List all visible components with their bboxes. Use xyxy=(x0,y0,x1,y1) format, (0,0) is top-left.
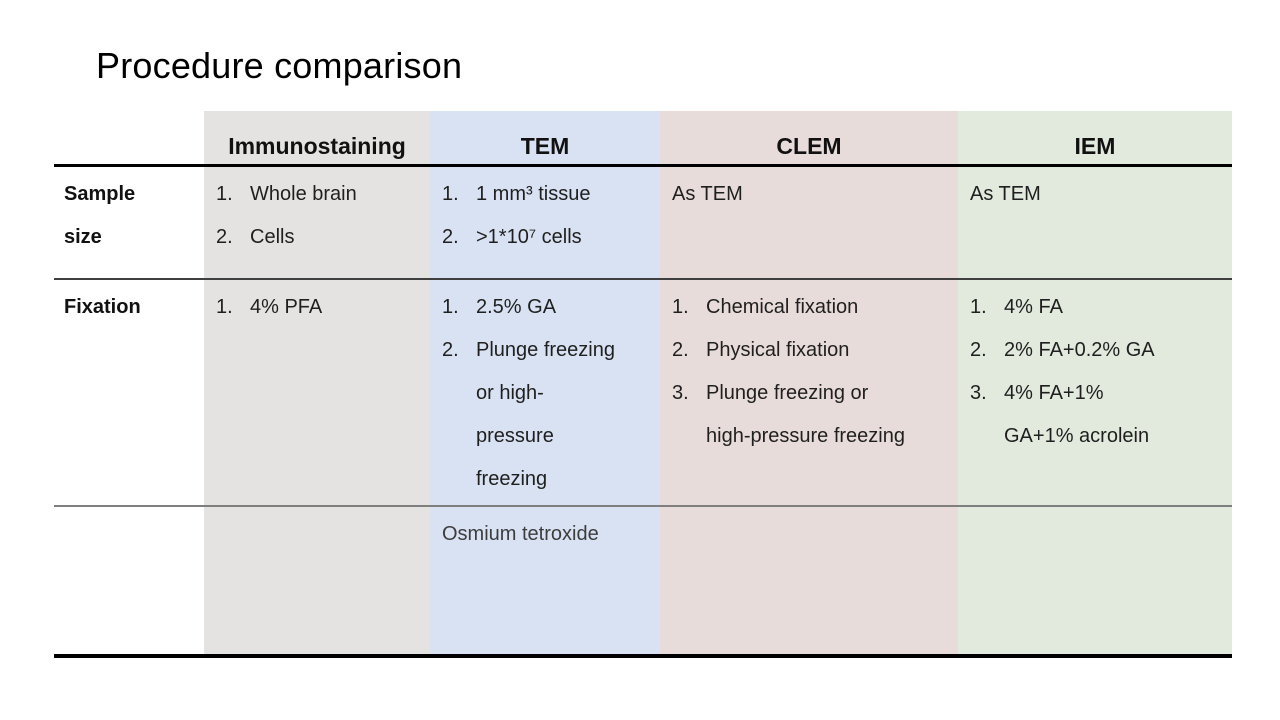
list-item: 3. 4% FA+1% GA+1% acrolein xyxy=(958,372,1226,458)
cell-fixation-iem: 1. 4% FA 2. 2% FA+0.2% GA 3. 4% FA+1% GA+1% a… xyxy=(958,280,1232,507)
header-cell-empty xyxy=(54,111,204,167)
list-item: 2. Physical fixation xyxy=(660,329,952,372)
list-item-number: 1. xyxy=(216,183,233,205)
row-label-sample-size: Sample size xyxy=(54,167,204,280)
list-item: 1. Chemical fixation xyxy=(660,286,952,329)
list-item-text: 4% FA xyxy=(1004,296,1063,318)
cell-osmium-immunostaining xyxy=(204,507,430,658)
cell-sample-size-iem: As TEM xyxy=(958,167,1232,280)
header-cell-clem: CLEM xyxy=(660,111,958,167)
list-item-text: 1 mm³ tissue xyxy=(476,183,591,205)
list-item-number: 1. xyxy=(442,183,459,205)
list-item-text: 2.5% GA xyxy=(476,296,557,318)
header-cell-tem: TEM xyxy=(430,111,660,167)
row-label-fixation: Fixation xyxy=(54,280,204,507)
list-item-number: 2. xyxy=(442,339,459,361)
list-item: 1. 4% FA xyxy=(958,286,1226,329)
list-item-text: Plunge freezing or high- pressure freezi… xyxy=(476,339,615,490)
list-item-number: 1. xyxy=(672,296,689,318)
list-item: 1. 2.5% GA xyxy=(430,286,654,329)
list-item-text: Plunge freezing or high-pressure freezin… xyxy=(706,382,905,447)
list-item: 3. Plunge freezing or high-pressure freez… xyxy=(660,372,952,458)
list-item-number: 2. xyxy=(442,226,459,248)
row-label-empty xyxy=(54,507,204,658)
list-item-number: 1. xyxy=(442,296,459,318)
cell-fixation-clem: 1. Chemical fixation 2. Physical fixation 3.… xyxy=(660,280,958,507)
list-item: 2. >1*10⁷ cells xyxy=(430,216,654,259)
cell-osmium-tem: Osmium tetroxide xyxy=(430,507,660,658)
cell-sample-size-tem: 1. 1 mm³ tissue 2. >1*10⁷ cells xyxy=(430,167,660,280)
list-item-number: 1. xyxy=(970,296,987,318)
list-item-text: Cells xyxy=(250,226,295,248)
list-item-number: 2. xyxy=(672,339,689,361)
cell-sample-size-clem: As TEM xyxy=(660,167,958,280)
list-item-text: >1*10⁷ cells xyxy=(476,226,582,248)
list-item-number: 1. xyxy=(216,296,233,318)
list-item-text: 2% FA+0.2% GA xyxy=(1004,339,1155,361)
header-cell-iem: IEM xyxy=(958,111,1232,167)
cell-osmium-iem xyxy=(958,507,1232,658)
cell-sample-size-immunostaining: 1. Whole brain 2. Cells xyxy=(204,167,430,280)
list-item-text: Whole brain xyxy=(250,183,357,205)
list-item-text: Physical fixation xyxy=(706,339,850,361)
list-item-number: 3. xyxy=(970,382,987,404)
header-cell-immunostaining: Immunostaining xyxy=(204,111,430,167)
page-title: Procedure comparison xyxy=(96,45,463,86)
list-item: 1. Whole brain xyxy=(204,173,424,216)
list-item-text: 4% FA+1% GA+1% acrolein xyxy=(1004,382,1150,447)
list-item: 2. Plunge freezing or high- pressure free… xyxy=(430,329,654,501)
list-item-number: 3. xyxy=(672,382,689,404)
list-item: 2. 2% FA+0.2% GA xyxy=(958,329,1226,372)
cell-fixation-immunostaining: 1. 4% PFA xyxy=(204,280,430,507)
list-item-number: 2. xyxy=(970,339,987,361)
procedure-comparison-table: Immunostaining TEM CLEM IEM Sample size … xyxy=(54,111,1232,658)
list-item: 2. Cells xyxy=(204,216,424,259)
list-item: 1. 1 mm³ tissue xyxy=(430,173,654,216)
list-item-text: 4% PFA xyxy=(250,296,323,318)
cell-osmium-clem xyxy=(660,507,958,658)
list-item-text: Chemical fixation xyxy=(706,296,859,318)
list-item-number: 2. xyxy=(216,226,233,248)
list-item: 1. 4% PFA xyxy=(204,286,424,329)
cell-fixation-tem: 1. 2.5% GA 2. Plunge freezing or high- pres… xyxy=(430,280,660,507)
